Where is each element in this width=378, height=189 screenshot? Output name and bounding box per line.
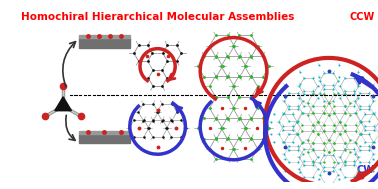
Bar [79, 38, 130, 48]
Bar [79, 35, 130, 38]
Bar [79, 131, 130, 134]
Text: CW: CW [356, 165, 374, 175]
Text: CCW: CCW [349, 12, 374, 22]
Text: Homochiral Hierarchical Molecular Assemblies: Homochiral Hierarchical Molecular Assemb… [21, 12, 294, 22]
Polygon shape [55, 97, 71, 111]
Bar [79, 134, 130, 143]
